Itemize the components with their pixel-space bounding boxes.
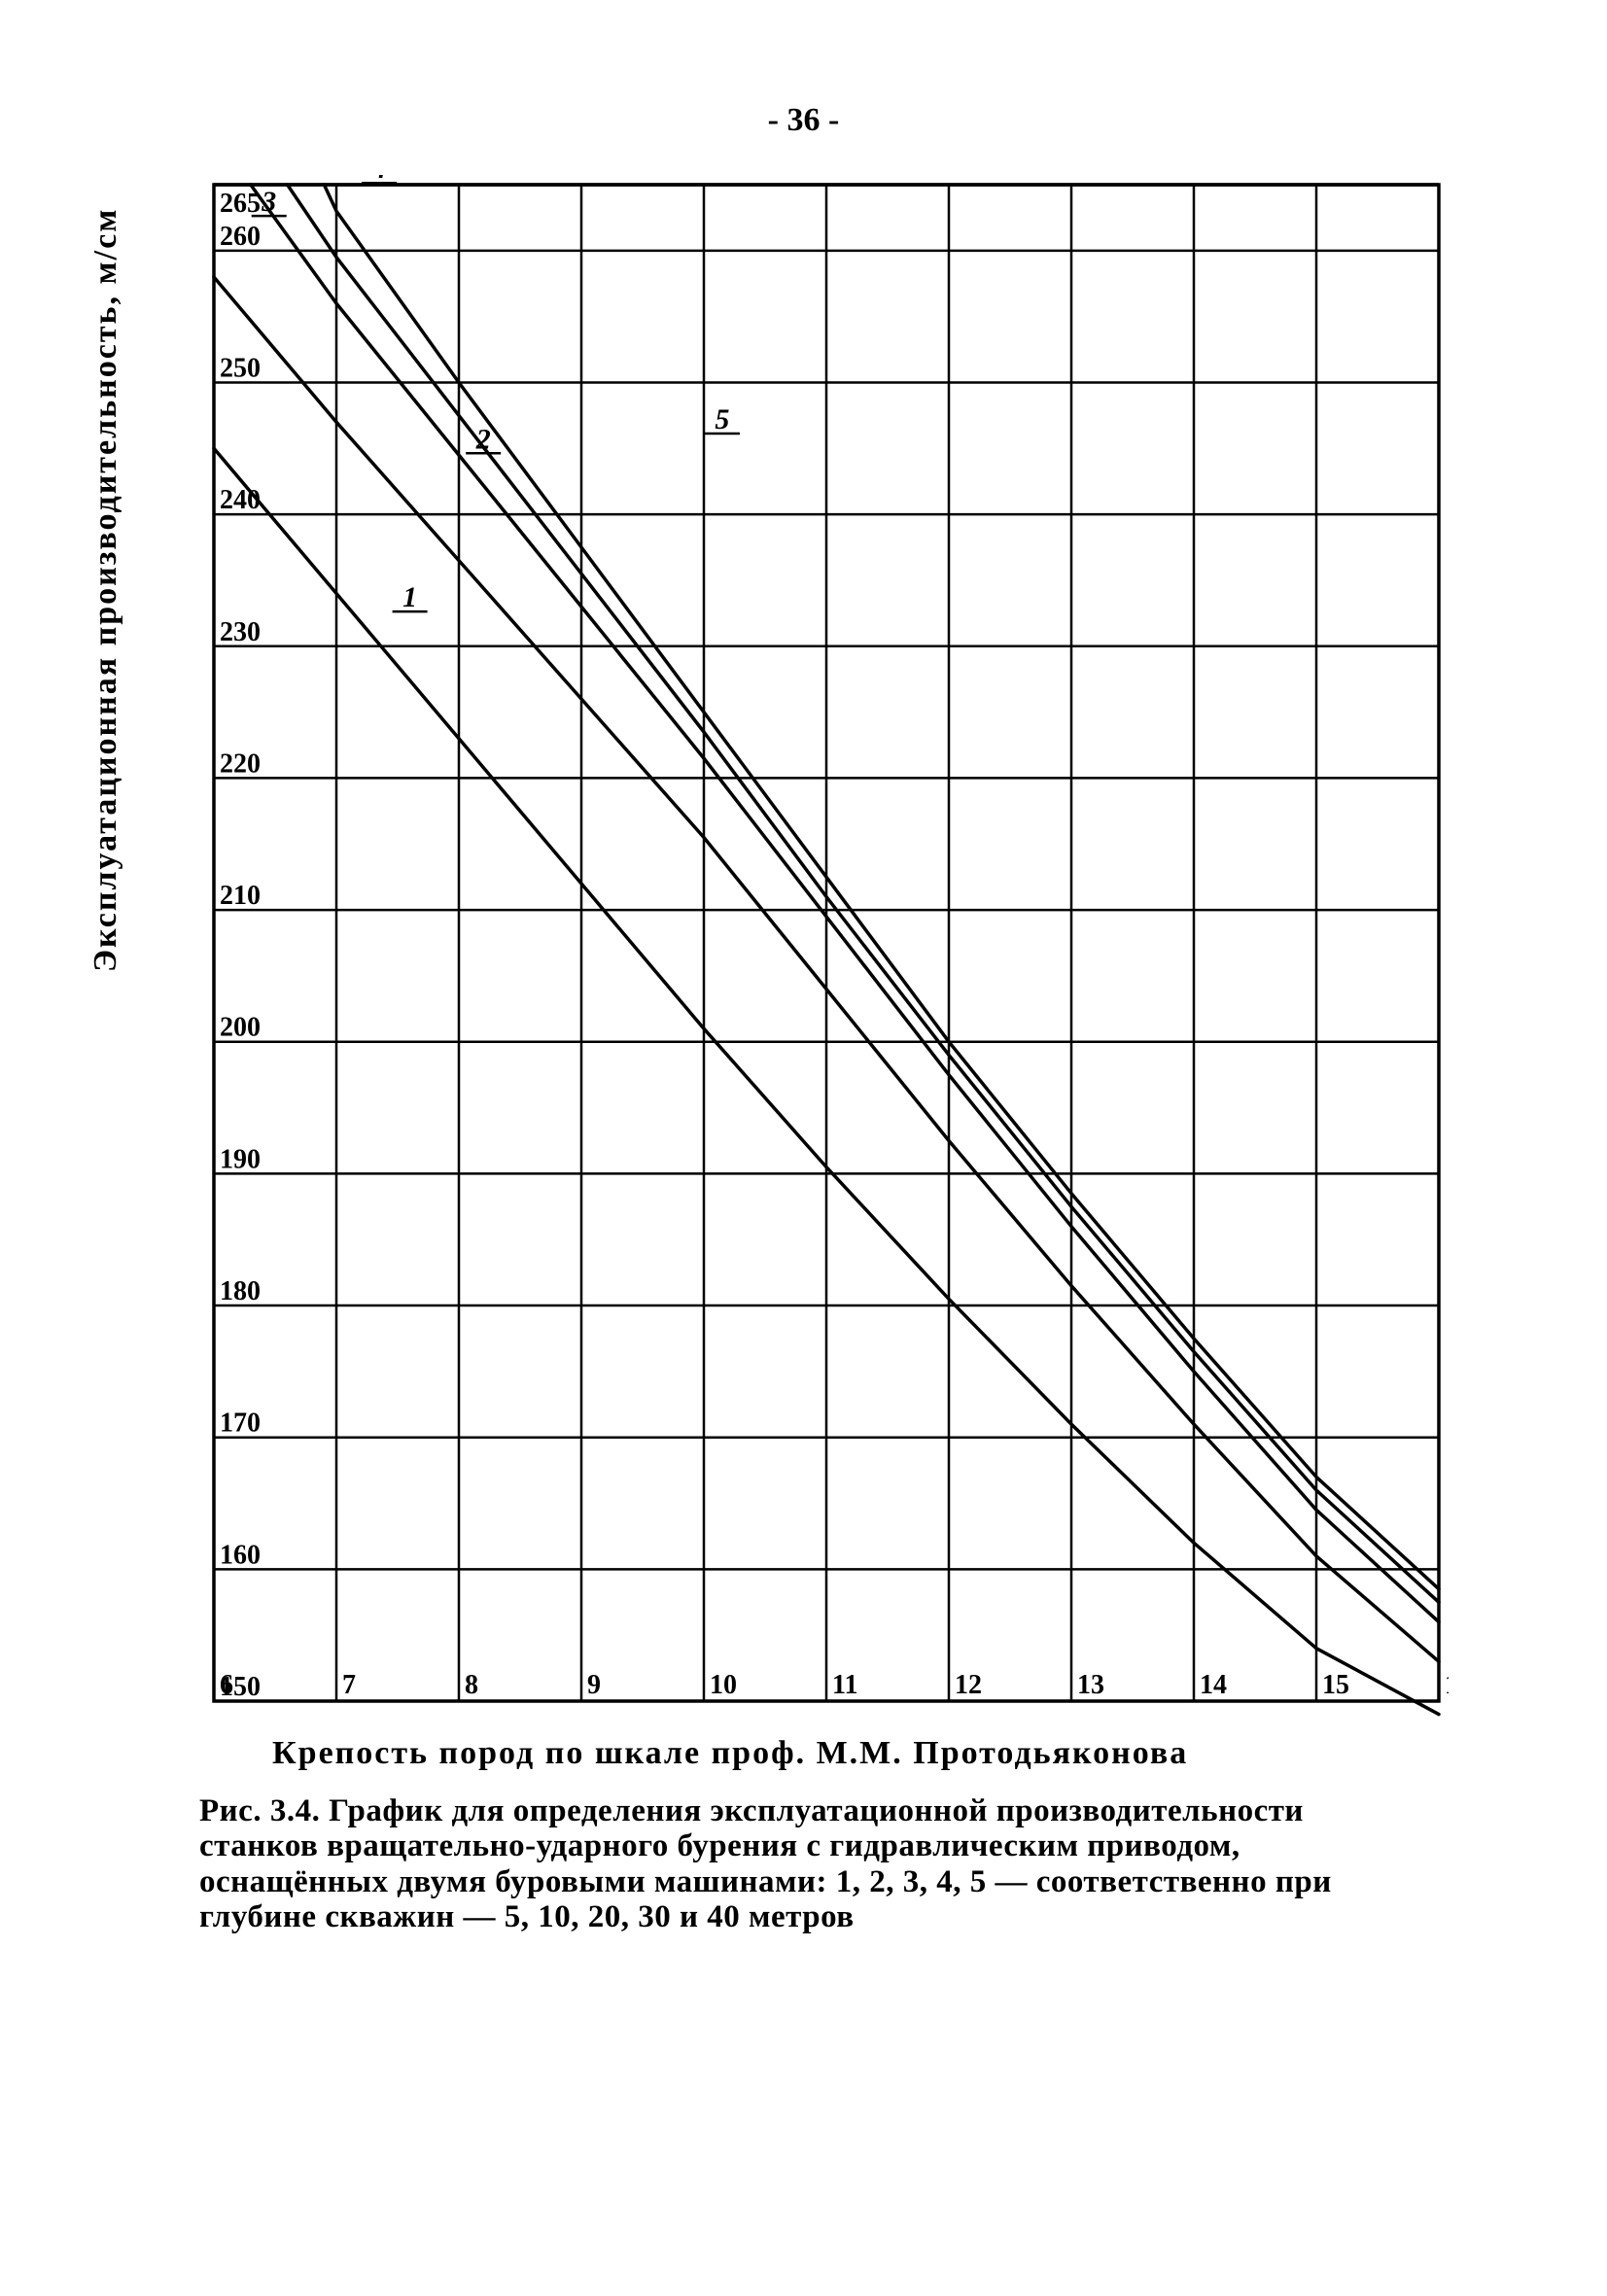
svg-text:170: 170 <box>220 1409 261 1439</box>
svg-text:3: 3 <box>261 186 276 218</box>
svg-text:13: 13 <box>1077 1670 1104 1700</box>
svg-text:160: 160 <box>220 1540 261 1570</box>
svg-text:10: 10 <box>710 1670 737 1700</box>
figure-number: Рис. 3.4. <box>199 1793 320 1828</box>
svg-text:230: 230 <box>220 617 261 647</box>
svg-text:9: 9 <box>587 1670 601 1700</box>
svg-text:15: 15 <box>1322 1670 1349 1700</box>
svg-text:12: 12 <box>955 1670 982 1700</box>
svg-text:11: 11 <box>832 1670 857 1700</box>
svg-text:200: 200 <box>220 1013 261 1043</box>
svg-text:8: 8 <box>465 1670 478 1700</box>
svg-text:265: 265 <box>220 189 261 219</box>
svg-text:180: 180 <box>220 1276 261 1306</box>
svg-text:6: 6 <box>220 1670 233 1700</box>
figure-caption: Рис. 3.4. График для определения эксплуа… <box>199 1793 1395 1934</box>
svg-text:240: 240 <box>220 485 261 515</box>
line-chart: 1234515016017018019020021022023024025026… <box>146 175 1449 1750</box>
svg-text:2: 2 <box>475 423 491 455</box>
figure-caption-text: График для определения эксплуатационной … <box>199 1793 1332 1934</box>
svg-text:220: 220 <box>220 748 261 779</box>
svg-text:260: 260 <box>220 222 261 252</box>
svg-text:190: 190 <box>220 1144 261 1174</box>
y-axis-label: Эксплуатационная производительность, м/с… <box>87 208 124 972</box>
svg-text:250: 250 <box>220 353 261 383</box>
svg-text:5: 5 <box>715 403 729 435</box>
page-number: - 36 - <box>0 102 1607 139</box>
svg-text:210: 210 <box>220 881 261 911</box>
chart-container: 1234515016017018019020021022023024025026… <box>146 175 1449 1750</box>
svg-text:16: 16 <box>1445 1670 1449 1700</box>
svg-text:7: 7 <box>342 1670 356 1700</box>
svg-text:1: 1 <box>402 581 417 613</box>
x-axis-label: Крепость пород по шкале проф. М.М. Прото… <box>272 1735 1188 1772</box>
svg-text:14: 14 <box>1200 1670 1227 1700</box>
page: - 36 - Эксплуатационная производительнос… <box>0 0 1607 2296</box>
